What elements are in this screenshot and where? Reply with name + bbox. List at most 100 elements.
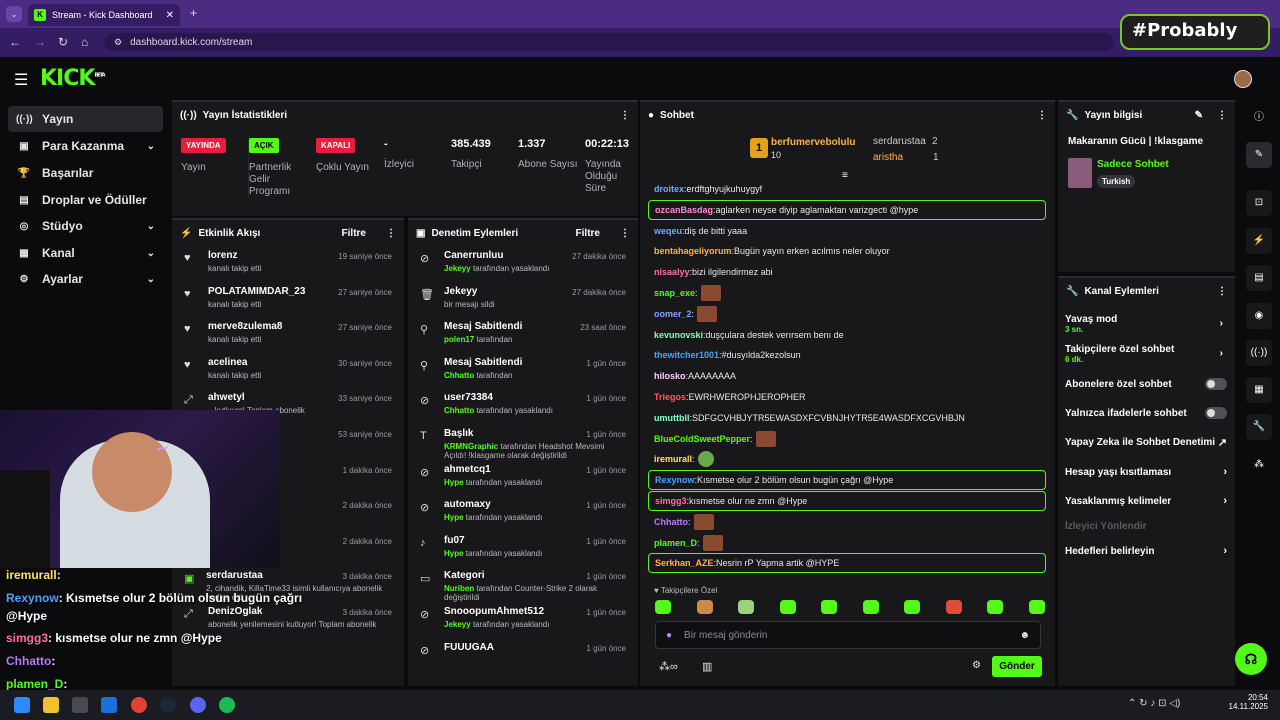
emoji-icon[interactable]: ☻ [1019,629,1030,641]
activity-row[interactable]: ▣ serdarustaa 2, cihandik, KillaTime33 isi… [172,570,404,606]
category-link[interactable]: Sadece Sohbet [1097,159,1169,170]
more-options-icon[interactable]: ⋮ [620,227,630,239]
chat-input[interactable]: ● Bir mesaj gönderin ☻ [655,621,1041,649]
banned-words-button[interactable]: Yasaklanmış kelimeler › [1065,487,1227,515]
hamburger-menu-icon[interactable]: ☰ [14,72,29,89]
activity-name[interactable]: lorenz [208,250,238,261]
browser-tab[interactable]: K Stream - Kick Dashboard ✕ [28,4,180,26]
activity-name[interactable]: ahwetyl [208,392,245,404]
lightning-icon[interactable]: ⚡ [1246,228,1272,254]
chat-settings-icon[interactable]: ⚙ [972,660,981,671]
moderation-row[interactable]: ⚲ Mesaj Sabitlendi Chhatto tarafından 1 gün… [408,357,638,393]
leaderboard-first-user[interactable]: berfumervebolulu [771,137,856,148]
chat-username[interactable]: oomer_2 [654,308,692,319]
sidebar-item-studyo[interactable]: ◎ Stüdyo ⌄ [8,213,163,239]
spotify-icon[interactable] [219,697,235,713]
activity-filter-button[interactable]: Filtre [341,227,366,239]
redirect-viewers-button[interactable]: İzleyici Yönlendir [1065,512,1227,540]
moderation-row[interactable]: ⊘ automaxy Hype tarafından yasaklandı 1 gün… [408,499,638,535]
activity-row[interactable]: ♥ acelinea kanalı takip etti 30 saniye önce [172,357,404,393]
moderation-row[interactable]: ⊘ FUUUGAA 1 gün önce [408,642,638,678]
outlook-icon[interactable] [101,697,117,713]
moderation-target[interactable]: fu07 [444,534,465,546]
moderation-target[interactable]: automaxy [444,499,491,511]
set-goals-button[interactable]: Hedefleri belirleyin › [1065,537,1227,565]
moderation-row[interactable]: T Başlık KRMNGraphic tarafından Headshot M… [408,428,638,464]
activity-name[interactable]: acelinea [208,356,248,368]
leaderboard-third-user[interactable]: aristha [873,152,904,163]
age-restriction-button[interactable]: Hesap yaşı kısıtlaması › [1065,458,1227,486]
chat-username[interactable]: nisaalyy [654,267,690,278]
windows-start-icon[interactable] [14,697,30,713]
broadcast-rail-icon[interactable]: ((·)) [1246,340,1272,366]
activity-name[interactable]: serdarustaa [206,570,263,582]
emote-button[interactable] [821,600,837,614]
activity-name[interactable]: POLATAMIMDAR_23 [208,285,306,297]
tray-icons[interactable]: ⌃ ↻ ♪ ⊡ ◁) [1128,698,1181,709]
activity-row[interactable]: ♥ merve8zulema8 kanalı takip etti 27 saniye… [172,321,404,357]
emotes-only-toggle[interactable] [1205,407,1227,419]
moderation-row[interactable]: ▭ Kategori Nuriben tarafından Counter-Stri… [408,570,638,606]
pinned-toggle-icon[interactable]: ≡ [842,170,848,181]
edit-icon[interactable]: ✎ [1194,109,1203,121]
emote-button[interactable] [904,600,920,614]
chrome-icon[interactable] [131,697,147,713]
kick-logo[interactable]: KICKBETA [40,66,106,91]
moderator-name[interactable]: Hype [444,477,464,487]
chat-username[interactable]: BlueColdSweetPepper [654,433,751,444]
emote-button[interactable] [1028,600,1045,614]
moderation-target[interactable]: user73384 [444,392,493,404]
moderation-target[interactable]: Mesaj Sabitlendi [444,356,523,368]
document-icon[interactable]: ▤ [1246,265,1272,291]
sidebar-item-basarilar[interactable]: 🏆 Başarılar [8,160,163,186]
more-options-icon[interactable]: ⋮ [1037,109,1047,121]
emote-button[interactable] [696,600,713,614]
emote-button[interactable] [987,600,1003,614]
chat-username[interactable]: Chhatto [654,516,688,527]
capture-icon[interactable]: ⊡ [1246,190,1272,216]
more-options-icon[interactable]: ⋮ [1217,109,1227,121]
moderator-name[interactable]: Nuriben [444,584,475,594]
activity-row[interactable]: ⤢ DenizOglak abonelik yenilemesini kutluyo… [172,606,404,642]
new-tab-button[interactable]: + [190,6,198,20]
sidebar-item-ayarlar[interactable]: ⚙ Ayarlar ⌄ [8,266,163,292]
chat-username[interactable]: plamen_D [654,537,698,548]
emote-button[interactable] [862,600,879,614]
more-options-icon[interactable]: ⋮ [620,109,630,121]
chat-username[interactable]: bentahageliyorum [654,246,732,257]
user-avatar[interactable] [1234,70,1252,88]
info-icon[interactable]: ⓘ [1254,112,1264,123]
moderation-target[interactable]: Başlık [444,428,474,439]
home-icon[interactable]: ⌂ [81,35,89,49]
sidebar-item-yayin[interactable]: ((·)) Yayın [8,106,163,132]
chat-username[interactable]: simgg3 [655,496,687,506]
moderation-row[interactable]: ⊘ SnooopumAhmet512 Jekeyy tarafından yasak… [408,606,638,642]
moderation-row[interactable]: ⚲ Mesaj Sabitlendi polen17 tarafından 23 sa… [408,321,638,357]
emote-button[interactable] [779,600,796,614]
moderation-row[interactable]: ⊘ user73384 Chhatto tarafından yasaklandı 1… [408,392,638,428]
ai-moderation-button[interactable]: Yapay Zeka ile Sohbet Denetimi ↗ [1065,428,1227,456]
moderation-target[interactable]: ahmetcq1 [444,463,491,475]
moderation-row[interactable]: ♪ fu07 Hype tarafından yasaklandı 1 gün önc… [408,535,638,571]
chat-username[interactable]: Serkhan_AZE [655,558,714,569]
more-options-icon[interactable]: ⋮ [1217,285,1227,297]
forward-icon[interactable]: → [34,35,46,49]
moderator-name[interactable]: Jekeyy [444,620,471,629]
emote-button[interactable] [738,600,754,614]
moderation-target[interactable]: Kategori [444,570,485,582]
store-icon[interactable]: ▥ [702,661,713,673]
moderation-target[interactable]: FUUUGAA [444,641,494,653]
sidebar-item-droplar[interactable]: ▤ Droplar ve Ödüller [8,187,163,213]
microphone-icon[interactable]: ● [666,629,673,641]
moderator-name[interactable]: Chhatto [444,406,475,416]
wrench-rail-icon[interactable]: 🔧 [1246,414,1272,440]
moderator-name[interactable]: Hype [444,513,464,523]
chat-username[interactable]: thewitcher1001 [654,350,720,361]
file-explorer-icon[interactable] [43,697,59,713]
chat-username[interactable]: hilosko [654,371,686,382]
chat-username[interactable]: umuttbll [654,412,690,423]
chat-username[interactable]: iremurall [654,454,693,465]
site-info-icon[interactable]: ⚙ [114,36,123,47]
discord-icon[interactable] [190,697,206,713]
followers-only-button[interactable]: Takipçilere özel sohbet 6 dk. › [1065,340,1227,368]
